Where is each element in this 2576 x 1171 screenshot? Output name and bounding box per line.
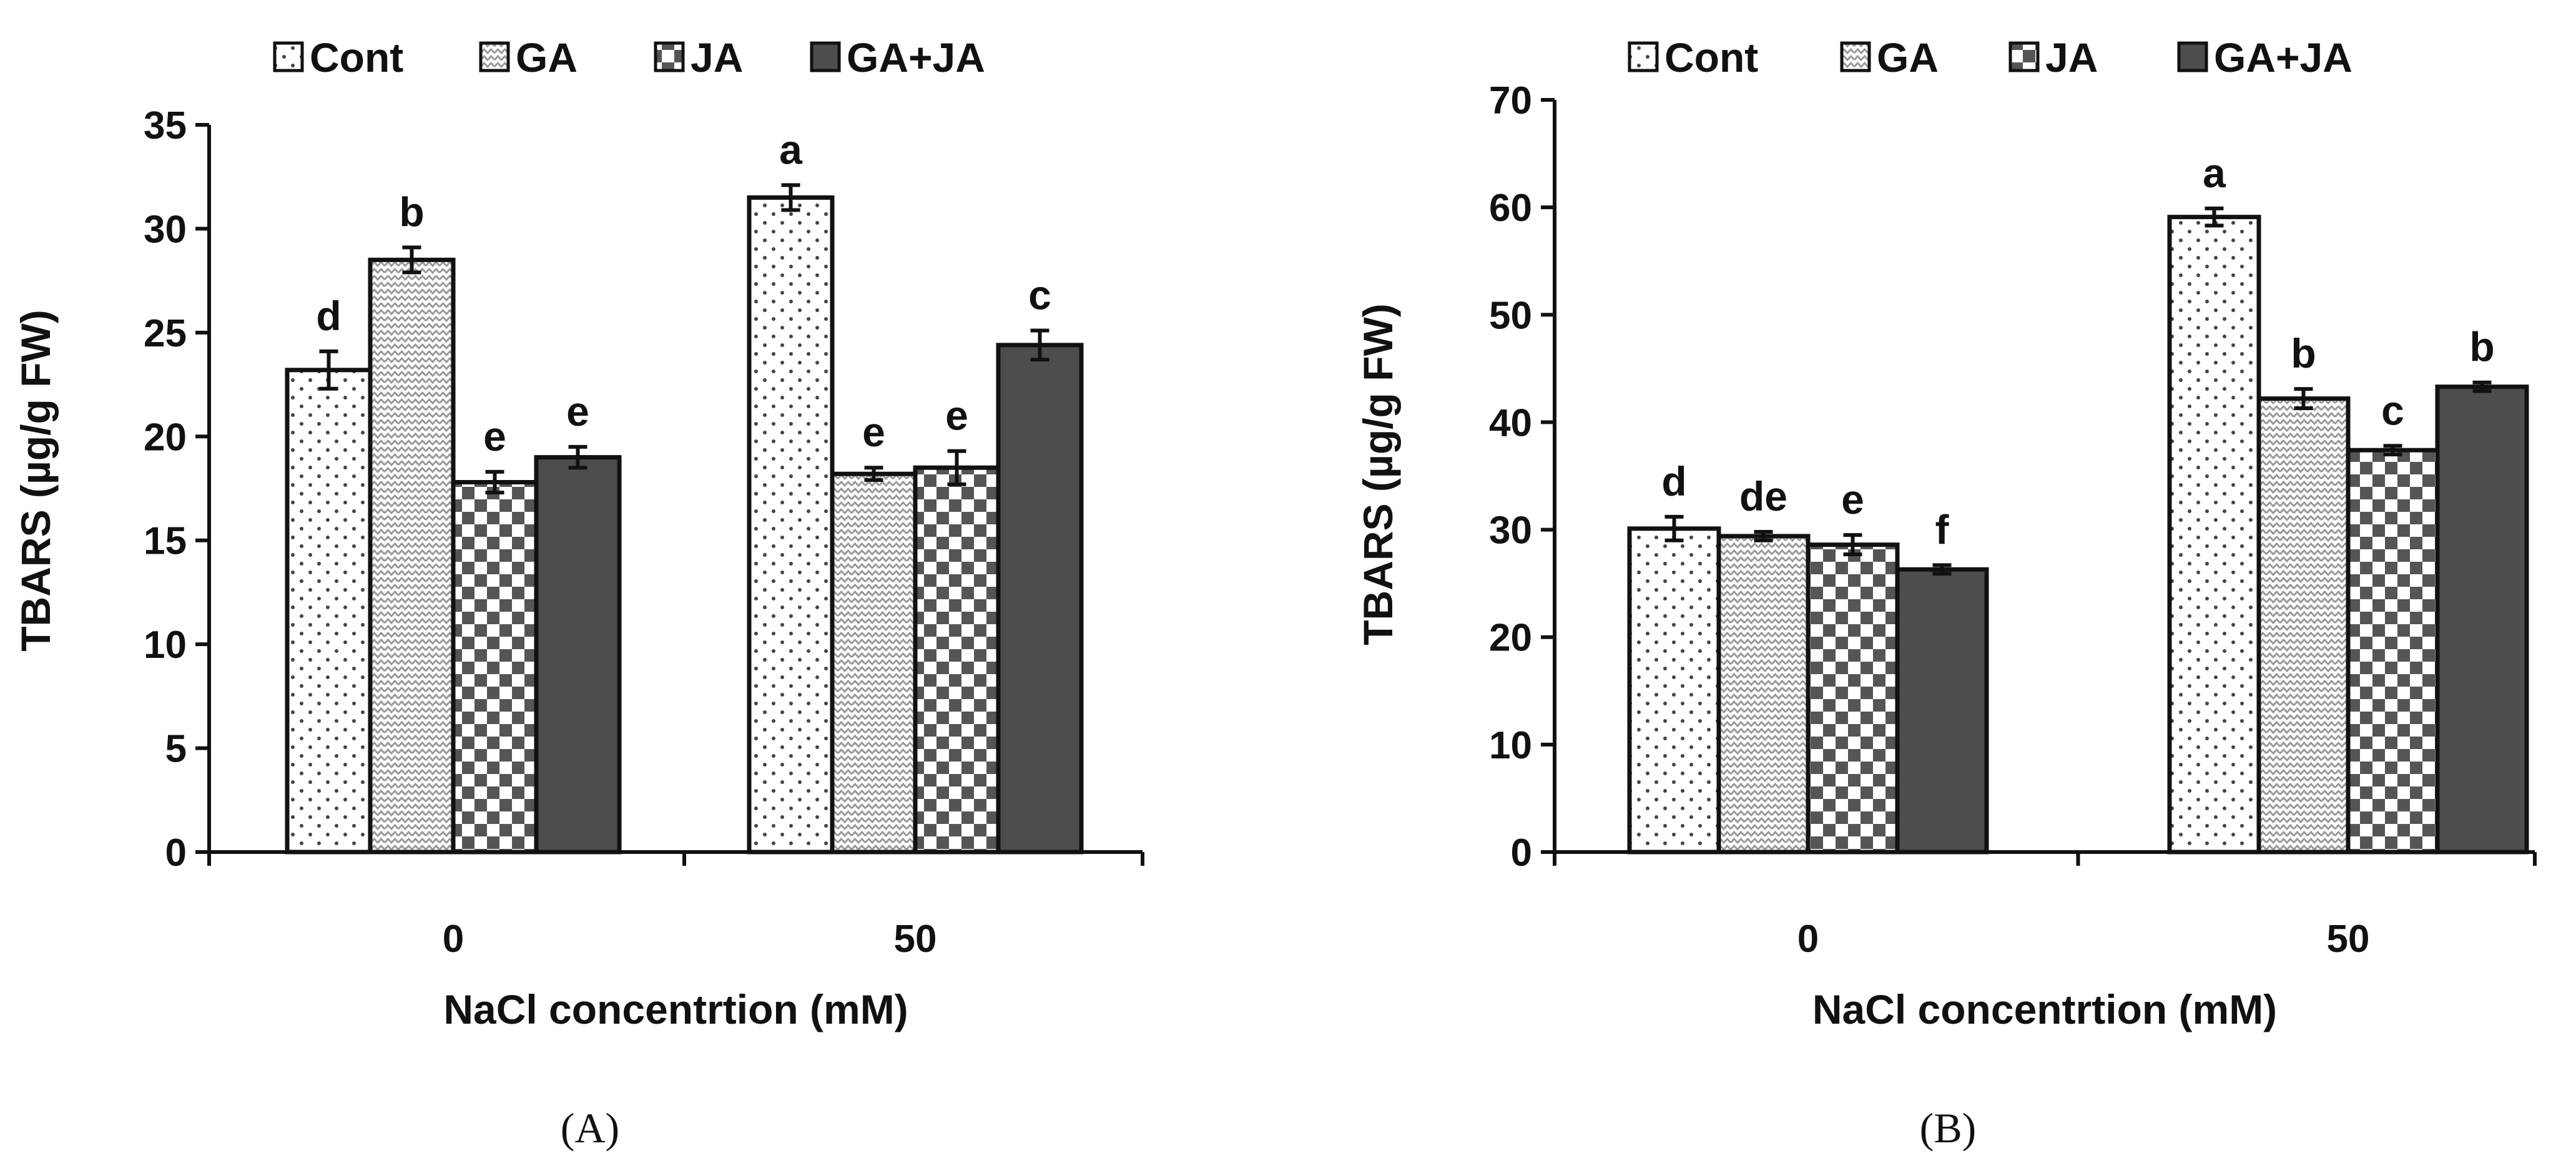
error-bar-b-ja-50 [2383, 444, 2402, 457]
legend-label-b-cont: Cont [1664, 34, 1758, 81]
caption-b: (B) [1920, 1104, 1977, 1152]
error-bar-a-ga-0 [402, 245, 421, 275]
error-bar-b-cont-50 [2205, 206, 2224, 228]
sig-letter-a-ja-50: e [945, 393, 968, 439]
x-tick-label-a-0: 0 [443, 918, 464, 961]
bar-a-ja-0 [451, 480, 539, 855]
legend-swatch-a-gaja [810, 41, 841, 72]
bar-b-ja-50 [2346, 448, 2440, 855]
bar-b-gaja-50 [2435, 385, 2529, 855]
legend-label-b-ja: JA [2045, 34, 2098, 81]
sig-letter-a-cont-0: d [316, 293, 341, 339]
error-bar-b-gaja-0 [1932, 563, 1952, 576]
bar-b-cont-50 [2167, 215, 2261, 855]
y-tick-label-b: 20 [1489, 617, 1532, 660]
y-tick-label-a: 35 [144, 104, 187, 147]
caption-a: (A) [561, 1104, 619, 1152]
legend-swatch-a-cont [273, 41, 304, 72]
sig-letter-a-gaja-0: e [566, 388, 589, 434]
x-tick-label-a-50: 50 [894, 918, 937, 961]
legend-label-b-gaja: GA+JA [2214, 34, 2352, 81]
bar-a-gaja-0 [534, 455, 622, 855]
legend-label-a-ja: JA [691, 34, 743, 81]
bar-a-cont-50 [747, 195, 835, 855]
legend-label-a-gaja: GA+JA [847, 34, 985, 81]
sig-letter-b-ga-0: de [1739, 473, 1787, 519]
panel-a: Cont GA JA GA+JA d a b e e e e c 0 5 10 15 20 25 30 35 0 50 Na… [12, 34, 1144, 1032]
sig-letter-b-cont-50: a [2203, 150, 2226, 196]
bar-b-ga-50 [2256, 396, 2351, 855]
legend-swatch-b-ga [1840, 41, 1871, 72]
error-bar-b-gaja-50 [2472, 380, 2492, 393]
error-bar-a-ja-50 [947, 449, 966, 486]
y-tick-label-a: 10 [144, 624, 187, 667]
sig-letter-b-gaja-0: f [1935, 506, 1950, 552]
legend-swatch-b-gaja [2177, 41, 2208, 72]
x-tick-label-b-0: 0 [1797, 918, 1819, 961]
error-bar-b-ja-0 [1843, 533, 1862, 557]
y-tick-label-b: 10 [1489, 724, 1532, 767]
y-tick-label-a: 30 [144, 208, 187, 251]
legend-swatch-a-ja [654, 41, 685, 72]
legend-label-b-ga: GA [1877, 34, 1939, 81]
bar-b-gaja-0 [1895, 567, 1989, 855]
y-tick-label-a: 15 [144, 520, 187, 563]
legend-swatch-b-cont [1628, 41, 1659, 72]
error-bar-a-ja-0 [485, 469, 504, 495]
sig-letter-b-gaja-50: b [2469, 324, 2494, 370]
bar-a-ja-50 [913, 465, 1001, 855]
legend-label-a-ga: GA [516, 34, 578, 81]
bar-b-ga-0 [1716, 534, 1811, 855]
bar-a-cont-0 [285, 368, 373, 855]
y-tick-label-a: 25 [144, 312, 187, 355]
error-bar-a-cont-50 [781, 183, 800, 212]
y-tick-label-b: 70 [1489, 79, 1532, 122]
y-axis-title-b: TBARS (µg/g FW) [1355, 303, 1401, 645]
y-tick-label-a: 5 [165, 728, 187, 771]
legend-swatch-b-ja [2008, 41, 2040, 72]
sig-letter-b-cont-0: d [1661, 458, 1686, 504]
x-tick-label-b-50: 50 [2327, 918, 2370, 961]
error-bar-a-gaja-50 [1030, 328, 1050, 362]
bar-b-cont-0 [1627, 526, 1721, 855]
bar-a-gaja-50 [996, 343, 1084, 855]
y-axis-title-a: TBARS (µg/g FW) [12, 310, 59, 652]
y-tick-label-b: 30 [1489, 509, 1532, 552]
error-bar-a-cont-0 [319, 349, 338, 391]
y-tick-label-b: 60 [1489, 187, 1532, 230]
error-bar-b-ga-50 [2294, 387, 2313, 411]
panel-b: Cont GA JA GA+JA d a de b e c f b 0 10 20 30 40 50 60 70 0 50… [1355, 34, 2537, 1032]
sig-letter-a-ja-0: e [483, 413, 506, 459]
error-bar-b-cont-0 [1664, 514, 1684, 542]
error-bar-b-ga-0 [1754, 530, 1773, 542]
bar-a-ga-50 [830, 471, 918, 855]
sig-letter-a-ga-0: b [399, 189, 424, 235]
y-tick-label-b: 40 [1489, 401, 1532, 444]
sig-letter-b-ja-0: e [1841, 476, 1864, 522]
sig-letter-a-gaja-50: c [1028, 272, 1051, 318]
sig-letter-a-ga-50: e [862, 409, 885, 455]
bar-a-ga-0 [368, 257, 456, 855]
y-tick-label-b: 0 [1511, 831, 1532, 875]
sig-letter-b-ja-50: c [2381, 387, 2404, 433]
sig-letter-a-cont-50: a [779, 127, 803, 173]
y-tick-label-b: 50 [1489, 294, 1532, 337]
legend-swatch-a-ga [479, 41, 510, 72]
sig-letter-b-ga-50: b [2291, 330, 2316, 376]
legend-label-a-cont: Cont [310, 34, 403, 81]
x-axis-title-a: NaCl concentrtion (mM) [443, 986, 908, 1032]
x-axis-title-b: NaCl concentrtion (mM) [1812, 986, 2277, 1032]
bar-b-ja-0 [1806, 542, 1900, 855]
error-bar-a-gaja-0 [568, 444, 587, 470]
y-tick-label-a: 20 [144, 416, 187, 459]
y-tick-label-a: 0 [165, 831, 187, 875]
error-bar-a-ga-50 [864, 466, 883, 483]
